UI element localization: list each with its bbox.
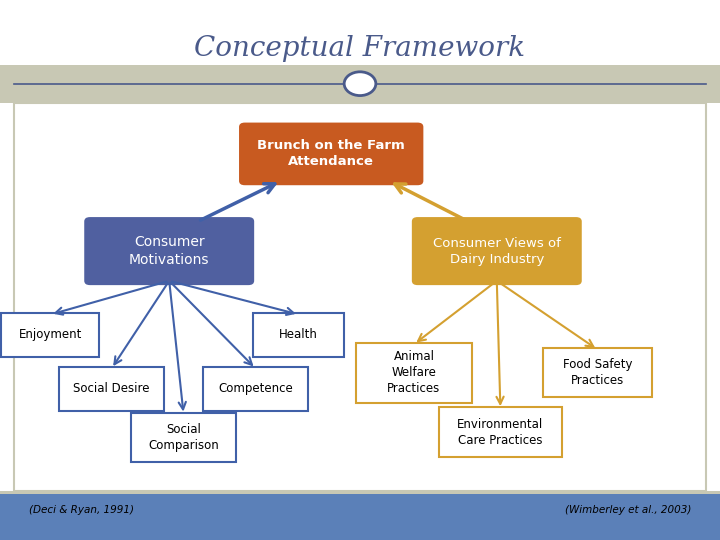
Text: Conceptual Framework: Conceptual Framework xyxy=(194,35,526,62)
Circle shape xyxy=(344,72,376,96)
Text: Competence: Competence xyxy=(218,382,293,395)
Text: Social
Comparison: Social Comparison xyxy=(148,423,219,452)
Text: Social Desire: Social Desire xyxy=(73,382,150,395)
FancyBboxPatch shape xyxy=(1,313,99,356)
FancyBboxPatch shape xyxy=(253,313,344,356)
Text: Consumer Views of
Dairy Industry: Consumer Views of Dairy Industry xyxy=(433,237,561,266)
FancyBboxPatch shape xyxy=(59,367,164,410)
Text: Health: Health xyxy=(279,328,318,341)
FancyBboxPatch shape xyxy=(131,413,236,462)
Bar xyxy=(0,491,720,497)
FancyBboxPatch shape xyxy=(412,217,582,285)
FancyBboxPatch shape xyxy=(84,217,254,285)
FancyBboxPatch shape xyxy=(239,123,423,185)
Text: (Wimberley et al., 2003): (Wimberley et al., 2003) xyxy=(564,505,691,515)
FancyBboxPatch shape xyxy=(203,367,308,410)
FancyBboxPatch shape xyxy=(544,348,652,397)
Text: Consumer
Motivations: Consumer Motivations xyxy=(129,235,210,267)
Text: (Deci & Ryan, 1991): (Deci & Ryan, 1991) xyxy=(29,505,134,515)
Text: Animal
Welfare
Practices: Animal Welfare Practices xyxy=(387,350,441,395)
FancyBboxPatch shape xyxy=(356,342,472,403)
Bar xyxy=(14,100,706,103)
Bar xyxy=(0,65,720,103)
FancyBboxPatch shape xyxy=(14,103,706,491)
FancyBboxPatch shape xyxy=(439,407,562,457)
Text: Environmental
Care Practices: Environmental Care Practices xyxy=(457,417,544,447)
Text: Enjoyment: Enjoyment xyxy=(19,328,82,341)
Text: Food Safety
Practices: Food Safety Practices xyxy=(563,358,632,387)
Bar xyxy=(0,494,720,540)
Text: Brunch on the Farm
Attendance: Brunch on the Farm Attendance xyxy=(257,139,405,168)
